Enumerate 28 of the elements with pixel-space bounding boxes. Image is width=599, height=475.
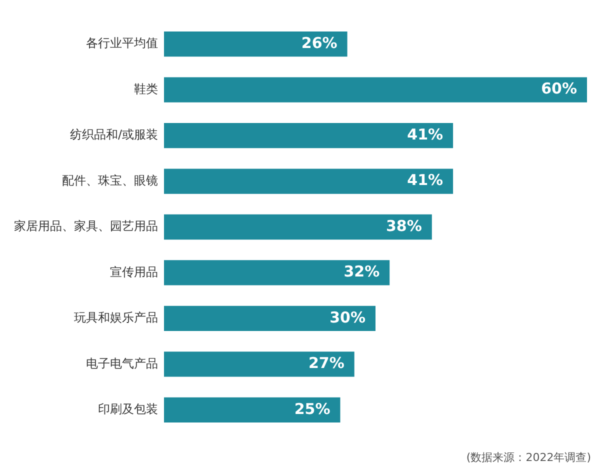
y-tick-label: 宣传用品 bbox=[110, 264, 158, 279]
bar bbox=[164, 77, 587, 102]
y-tick-label: 配件、珠宝、眼镜 bbox=[62, 173, 158, 188]
y-tick-label: 电子电气产品 bbox=[86, 356, 158, 370]
text: (数据来源：2022年调查) bbox=[465, 450, 591, 465]
y-tick-label: 印刷及包装 bbox=[98, 402, 158, 416]
bar bbox=[164, 352, 354, 377]
data-label: 60% bbox=[541, 80, 577, 98]
y-tick-label: 纺织品和/或服装 bbox=[70, 128, 158, 142]
bar bbox=[164, 168, 454, 194]
y-tick-label: 玩具和娱乐产品 bbox=[74, 310, 158, 325]
bar bbox=[164, 214, 432, 240]
data-label: 25% bbox=[294, 400, 330, 418]
data-label: 41% bbox=[407, 171, 444, 190]
y-tick-label: 家居用品、家具、园艺用品 bbox=[14, 219, 158, 234]
data-label: 38% bbox=[386, 216, 422, 235]
data-label: 41% bbox=[407, 125, 444, 144]
y-tick-label: 各行业平均值 bbox=[86, 36, 158, 50]
data-label: 26% bbox=[301, 34, 338, 52]
bar bbox=[164, 397, 340, 423]
bar bbox=[164, 122, 454, 148]
bar bbox=[164, 306, 376, 332]
y-tick-label: 鞋类 bbox=[134, 82, 158, 96]
bar bbox=[164, 31, 348, 57]
bar bbox=[164, 260, 390, 286]
data-label: 30% bbox=[330, 308, 366, 326]
data-label: 27% bbox=[308, 354, 344, 372]
data-label: 32% bbox=[344, 262, 380, 281]
